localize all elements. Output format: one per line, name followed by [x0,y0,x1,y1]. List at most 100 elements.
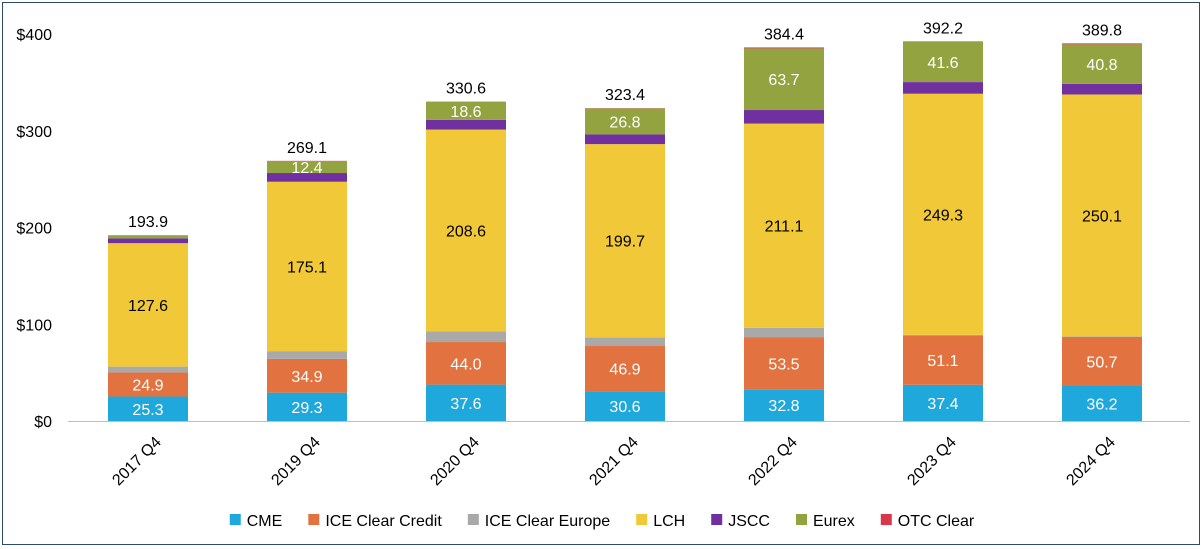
bar-segment [426,119,506,130]
legend-label: OTC Clear [898,513,975,530]
legend-item: LCH [636,513,685,530]
y-tick-label: $300 [16,124,52,141]
legend-item: JSCC [711,513,770,530]
bar-total-label: 193.9 [128,214,168,231]
bar-segment [903,93,983,335]
bar-segment [744,389,824,421]
bar-total-label: 384.4 [764,26,804,43]
legend-label: JSCC [728,513,770,530]
bar-segment [903,82,983,94]
bar-total-label: 330.6 [446,81,486,98]
x-tick-label: 2020 Q4 [427,434,482,489]
bar-segment [267,392,347,421]
bar-segment [426,129,506,332]
bar-segment [267,161,347,174]
bar-segment [426,331,506,343]
bar-segment [744,47,824,49]
segment-value-label: 26.8 [609,114,640,131]
x-tick-label: 2024 Q4 [1063,434,1118,489]
legend-label: ICE Clear Credit [325,513,442,530]
bar-segment [1062,336,1142,386]
bar-segment [744,123,824,328]
segment-value-label: 44.0 [450,356,481,373]
x-tick-label: 2023 Q4 [904,434,959,489]
legend-item: OTC Clear [880,513,975,530]
bar-segment [903,335,983,385]
bar-segment [1062,94,1142,337]
bar-total-label: 323.4 [605,87,645,104]
bar-segment [744,48,824,111]
bar-segment [108,235,188,239]
segment-value-label: 250.1 [1082,208,1122,225]
bar-segment [903,41,983,83]
segment-value-label: 199.7 [605,234,645,251]
legend-label: ICE Clear Europe [485,513,610,530]
bar-segment [108,238,188,244]
legend-swatch [636,514,648,525]
segment-value-label: 18.6 [450,104,481,121]
segment-value-label: 24.9 [132,377,163,394]
segment-value-label: 50.7 [1086,354,1117,371]
segment-value-label: 63.7 [768,72,799,89]
y-tick-label: $100 [16,317,52,334]
segment-value-label: 25.3 [132,402,163,419]
legend-swatch [229,514,241,525]
x-tick-label: 2022 Q4 [745,434,800,489]
segment-value-label: 208.6 [446,223,486,240]
legend-swatch [308,514,320,525]
segment-value-label: 53.5 [768,356,799,373]
bar-total-label: 389.8 [1082,22,1122,39]
bar-segment [267,173,347,182]
segment-value-label: 175.1 [287,259,327,276]
legend-swatch [795,514,807,525]
legend-label: CME [247,513,283,530]
segment-value-label: 32.8 [768,398,799,415]
bar-segment [585,391,665,421]
bar-segment [108,243,188,367]
x-tick-label: 2017 Q4 [109,434,164,489]
segment-value-label: 12.4 [291,160,322,177]
bar-segment [585,144,665,338]
legend-item: Eurex [795,513,855,530]
segment-value-label: 37.4 [927,396,958,413]
bar-segment [108,366,188,373]
bar-segment [108,396,188,421]
y-tick-label: $200 [16,221,52,238]
legend-item: ICE Clear Europe [467,513,610,530]
bar-segment [426,342,506,385]
bar-segment [744,337,824,390]
segment-value-label: 29.3 [291,400,322,417]
legend-swatch [467,514,479,525]
bar-segment [585,346,665,392]
segment-value-label: 37.6 [450,396,481,413]
x-tick-label: 2019 Q4 [268,434,323,489]
y-axis: $0 $100 $200 $300 $400 [16,27,1190,431]
legend-swatch [711,514,723,525]
bar-total-label: 269.1 [287,140,327,157]
y-tick-label: $400 [16,27,52,44]
x-tick-label: 2021 Q4 [586,434,641,489]
bar-segment [267,181,347,352]
legend-label: Eurex [813,513,855,530]
legend: CME ICE Clear Credit ICE Clear Europe LCH JS… [229,513,975,530]
segment-value-label: 51.1 [927,353,958,370]
segment-value-label: 34.9 [291,369,322,386]
bar-segment [426,101,506,120]
segment-value-label: 36.2 [1086,396,1117,413]
bar-total-label: 392.2 [923,20,963,37]
segment-value-label: 40.8 [1086,57,1117,74]
bar-segment [267,358,347,393]
segment-value-label: 30.6 [609,399,640,416]
bar-segment [585,134,665,145]
segment-value-label: 249.3 [923,207,963,224]
bar-segment [903,384,983,421]
legend-swatch [880,514,892,525]
bar-segment [426,384,506,421]
y-tick-label: $0 [34,414,52,431]
legend-item: ICE Clear Credit [308,513,442,530]
legend-label: LCH [653,513,685,530]
x-axis: 2017 Q4 2019 Q4 2020 Q4 2021 Q4 2022 Q4 2023 … [109,434,1118,489]
segment-value-label: 46.9 [609,362,640,379]
segment-value-label: 211.1 [765,219,804,236]
